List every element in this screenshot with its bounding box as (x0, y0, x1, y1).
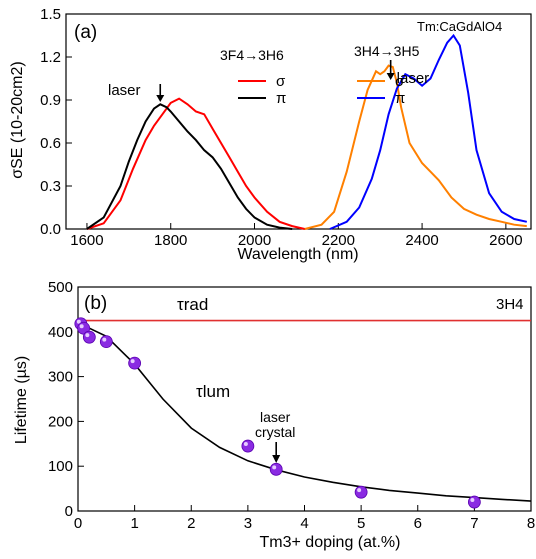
legend-label: π (395, 90, 405, 107)
data-point-highlight (79, 324, 84, 329)
series-line (86, 97, 306, 230)
legend-transition-label: 3F4→3H6 (220, 47, 284, 63)
crystal-label: Tm:CaGdAlO4 (417, 19, 502, 34)
panel-a-series (86, 33, 528, 230)
x-tick-label: 2400 (405, 232, 438, 249)
fit-curve (77, 322, 532, 502)
laser-label: laser (397, 70, 430, 87)
y-tick-label: 0.0 (40, 221, 61, 238)
data-point (269, 462, 283, 476)
x-tick-label: 3 (244, 515, 252, 532)
y-tick-label: 0.3 (40, 178, 61, 195)
y-tick-label: 0 (65, 503, 73, 520)
panel-a-ylabel: σSE (10-20cm2) (9, 61, 26, 178)
x-tick-label: 1 (130, 515, 138, 532)
data-point (128, 356, 142, 370)
x-tick-label: 7 (470, 515, 478, 532)
data-point (354, 485, 368, 499)
panel-a-frame (65, 13, 532, 230)
panel-a-ticks: 1600 1800 2000 2200 2400 2600 0.0 0.3 0.6 0.9 1.2 1… (40, 6, 522, 249)
y-tick-label: 0.6 (40, 135, 61, 152)
laser-crystal-label: crystal (255, 424, 295, 440)
x-tick-label: 2600 (489, 232, 522, 249)
series-line (329, 33, 528, 230)
level-label: 3H4 (496, 296, 524, 313)
data-point (82, 330, 96, 344)
y-tick-label: 500 (48, 279, 73, 296)
x-tick-label: 0 (74, 515, 82, 532)
data-point-highlight (470, 498, 475, 503)
x-tick-label: 8 (527, 515, 535, 532)
series-line (304, 64, 527, 230)
data-point-highlight (76, 319, 81, 324)
data-point (467, 495, 481, 509)
legend-label: σ (395, 73, 405, 90)
y-tick-label: 400 (48, 324, 73, 341)
panel-a-xlabel: Wavelength (nm) (237, 246, 358, 263)
panel-b-ylabel: Lifetime (µs) (13, 356, 30, 444)
data-point-highlight (130, 359, 135, 364)
legend-label: σ (276, 73, 286, 90)
y-tick-label: 0.9 (40, 92, 61, 109)
y-tick-label: 100 (48, 458, 73, 475)
data-point-highlight (85, 333, 90, 338)
panel-a-annotations: laser laser (108, 60, 429, 102)
laser-arrow-head (386, 73, 395, 80)
data-point-highlight (272, 465, 277, 470)
fit-label: τlum (196, 382, 230, 401)
rad-line-label: τrad (177, 295, 208, 314)
x-tick-label: 4 (300, 515, 308, 532)
panel-b-series (74, 317, 532, 509)
x-tick-label: 6 (414, 515, 422, 532)
x-tick-label: 5 (357, 515, 365, 532)
laser-arrow-head (156, 95, 165, 102)
data-point (99, 335, 113, 349)
laser-crystal-label: laser (260, 409, 291, 425)
data-point-highlight (243, 442, 248, 447)
data-point-highlight (357, 488, 362, 493)
data-point (241, 439, 255, 453)
y-tick-label: 300 (48, 369, 73, 386)
panel-b-xlabel: Tm3+ doping (at.%) (260, 534, 401, 551)
x-tick-label: 2 (187, 515, 195, 532)
data-point-highlight (102, 337, 107, 342)
y-tick-label: 200 (48, 413, 73, 430)
legend-label: π (276, 90, 286, 107)
panel-b-ticks: 0 1 2 3 4 5 6 7 8 0 100 200 300 400 500 (48, 279, 535, 532)
y-tick-label: 1.2 (40, 49, 61, 66)
x-tick-label: 1800 (154, 232, 187, 249)
panel-b-label: (b) (84, 293, 107, 314)
laser-crystal-arrow-head (272, 455, 281, 463)
laser-label: laser (108, 82, 141, 99)
series-line (86, 103, 293, 230)
legend-transition-label: 3H4→3H5 (354, 43, 420, 59)
x-tick-label: 2000 (238, 232, 271, 249)
x-tick-label: 2200 (322, 232, 355, 249)
panel-a-label: (a) (74, 22, 97, 43)
x-tick-label: 1600 (70, 232, 103, 249)
y-tick-label: 1.5 (40, 6, 61, 23)
